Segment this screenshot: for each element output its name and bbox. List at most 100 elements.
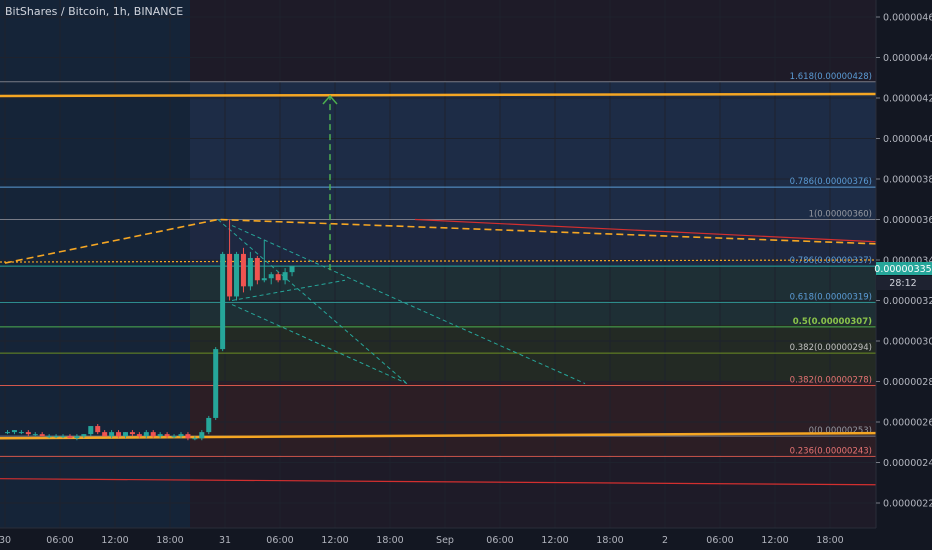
- x-tick-label: 12:00: [321, 535, 348, 546]
- candle-body: [116, 432, 122, 437]
- x-tick-label: 18:00: [156, 535, 183, 546]
- candle-body: [136, 434, 142, 437]
- orange-dashed-triangle: [4, 218, 877, 264]
- fib-label: 1(0.00000360): [809, 210, 872, 220]
- fib-label: 0(0.00000253): [809, 426, 872, 436]
- candle-body: [102, 432, 108, 437]
- x-tick-label: 12:00: [101, 535, 128, 546]
- candle-body: [18, 432, 24, 434]
- fib-label: 0.5(0.00000307): [793, 317, 872, 327]
- candles: [5, 219, 295, 441]
- x-tick-label: 18:00: [376, 535, 403, 546]
- candle-body: [5, 432, 10, 434]
- candle-body: [129, 432, 135, 435]
- candle-body: [46, 436, 52, 438]
- current-price-badge: [876, 262, 932, 275]
- candle-body: [213, 349, 219, 418]
- fib-zone-blue: [190, 82, 876, 219]
- candle-body: [88, 426, 94, 435]
- fib-levels: 1.618(0.00000428) 0.786(0.00000376) 1(0.00…: [0, 72, 876, 457]
- candle-body: [289, 266, 295, 273]
- candle-body: [143, 432, 149, 437]
- green-dashed-channel-3: [231, 225, 586, 384]
- candle-body: [67, 436, 73, 439]
- y-tick-label: 0.00000220: [883, 499, 932, 510]
- fib-zone-red: [190, 382, 876, 455]
- x-tick-label: 06:00: [486, 535, 513, 546]
- fib-zone-teal: [190, 219, 876, 267]
- candle-body: [240, 253, 246, 287]
- lower-red-line: [0, 478, 877, 486]
- candle-body: [11, 430, 17, 433]
- x-tick-label: 12:00: [541, 535, 568, 546]
- x-tick-label: 31: [219, 535, 231, 546]
- candle-body: [185, 434, 191, 439]
- y-tick-label: 0.00000360: [883, 215, 932, 226]
- candle-body: [157, 434, 163, 437]
- session-shade-1: [0, 0, 190, 528]
- candle-body: [171, 436, 177, 438]
- candle-body: [81, 434, 87, 437]
- x-tick-label: 30: [0, 535, 11, 546]
- candle-body: [95, 426, 101, 433]
- upper-red-line: [414, 218, 877, 243]
- fib-label: 0.786(0.00000337): [790, 256, 872, 266]
- time-axis-ticks: 30 06:00 12:00 18:00 31 06:00 12:00 18:00 Sep 06:…: [0, 535, 844, 546]
- candle-body: [227, 253, 233, 297]
- x-tick-label: 06:00: [46, 535, 73, 546]
- candle-body: [25, 432, 31, 435]
- x-tick-label: 18:00: [596, 535, 623, 546]
- candle-body: [199, 432, 205, 439]
- green-dashed-wedge: [231, 279, 346, 301]
- resistance-line: [0, 92, 877, 98]
- fib-label: 0.382(0.00000294): [790, 343, 872, 353]
- fib-label: 0.618(0.00000319): [790, 293, 872, 303]
- candle-body: [150, 432, 156, 437]
- fib-label: 0.236(0.00000243): [790, 446, 872, 456]
- candle-body: [206, 417, 212, 433]
- candle-body: [234, 253, 240, 297]
- candle-body: [74, 436, 80, 439]
- candle-body: [247, 257, 253, 287]
- countdown-badge: [876, 276, 932, 290]
- x-tick-label: 18:00: [816, 535, 843, 546]
- x-tick-label: 06:00: [706, 535, 733, 546]
- x-tick-label: 12:00: [761, 535, 788, 546]
- fib-label: 1.618(0.00000428): [790, 72, 872, 82]
- candle-body: [220, 253, 226, 350]
- candle-body: [164, 434, 170, 437]
- candle-body: [109, 432, 115, 437]
- current-price-label: 0.00000335: [874, 264, 931, 275]
- candle-body: [275, 274, 281, 281]
- candle-body: [39, 434, 45, 437]
- candle-body: [178, 434, 184, 437]
- countdown-label: 28:12: [889, 278, 916, 289]
- chart-title: BitShares / Bitcoin, 1h, BINANCE: [5, 5, 184, 18]
- candle-body: [282, 272, 288, 281]
- candle-body: [122, 432, 128, 437]
- time-axis[interactable]: [0, 528, 932, 550]
- candle-body: [60, 436, 66, 438]
- fib-label: 0.382(0.00000278): [790, 376, 872, 386]
- candle-body: [53, 436, 59, 438]
- x-tick-label: 06:00: [266, 535, 293, 546]
- fib-zone-green: [190, 267, 876, 325]
- green-dashed-channel-2: [231, 304, 408, 384]
- candle-body: [268, 274, 274, 279]
- candle-body: [192, 438, 198, 440]
- candle-body: [32, 434, 38, 436]
- target-arrow-head: [322, 94, 338, 105]
- candle-body: [261, 278, 267, 281]
- candle-body: [254, 257, 260, 281]
